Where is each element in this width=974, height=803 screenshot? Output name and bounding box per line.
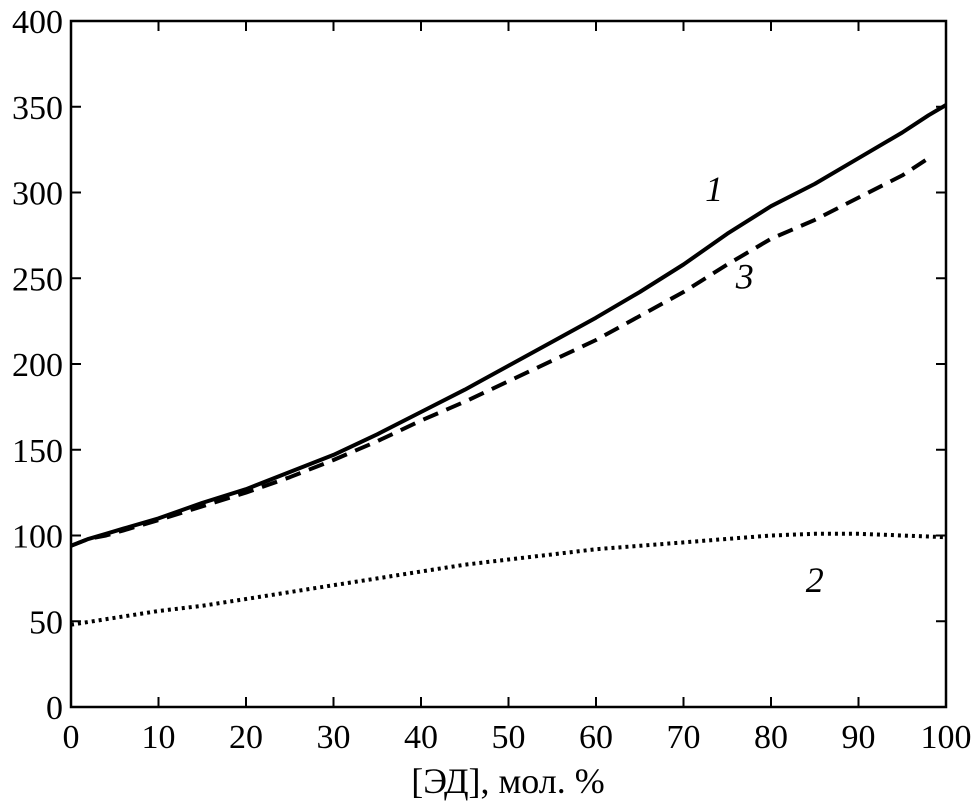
series-label-1: 1 <box>705 169 723 209</box>
series-line-1 <box>70 103 948 548</box>
x-tick-label: 40 <box>404 719 438 756</box>
x-tick-label: 100 <box>921 719 972 756</box>
x-tick-label: 90 <box>842 719 876 756</box>
x-tick-label: 60 <box>579 719 613 756</box>
y-tick-label: 100 <box>12 519 63 556</box>
y-tick-label: 350 <box>12 90 63 127</box>
x-tick-label: 0 <box>63 719 80 756</box>
x-tick-label: 30 <box>317 719 351 756</box>
series-label-3: 3 <box>735 257 754 297</box>
x-tick-label: 70 <box>667 719 701 756</box>
y-tick-label: 400 <box>12 4 63 41</box>
y-tick-label: 150 <box>12 433 63 470</box>
y-tick-label: 200 <box>12 347 63 384</box>
x-tick-label: 10 <box>142 719 176 756</box>
y-tick-label: 0 <box>46 690 63 727</box>
y-tick-label: 50 <box>29 604 63 641</box>
x-tick-label: 50 <box>492 719 526 756</box>
x-tick-label: 20 <box>229 719 263 756</box>
series-label-2: 2 <box>806 560 824 600</box>
ticks: 0 10 20 30 40 50 60 70 80 90 100 0 50 100 150 200 250 300… <box>12 4 972 756</box>
x-tick-label: 80 <box>754 719 788 756</box>
series-line-2 <box>70 531 947 627</box>
series-line-3 <box>70 156 930 548</box>
x-axis-title: [ЭД], мол. % <box>411 761 605 801</box>
series <box>70 103 948 627</box>
y-tick-label: 300 <box>12 176 63 213</box>
y-tick-label: 250 <box>12 261 63 298</box>
series-labels: 1 3 2 <box>705 169 824 600</box>
